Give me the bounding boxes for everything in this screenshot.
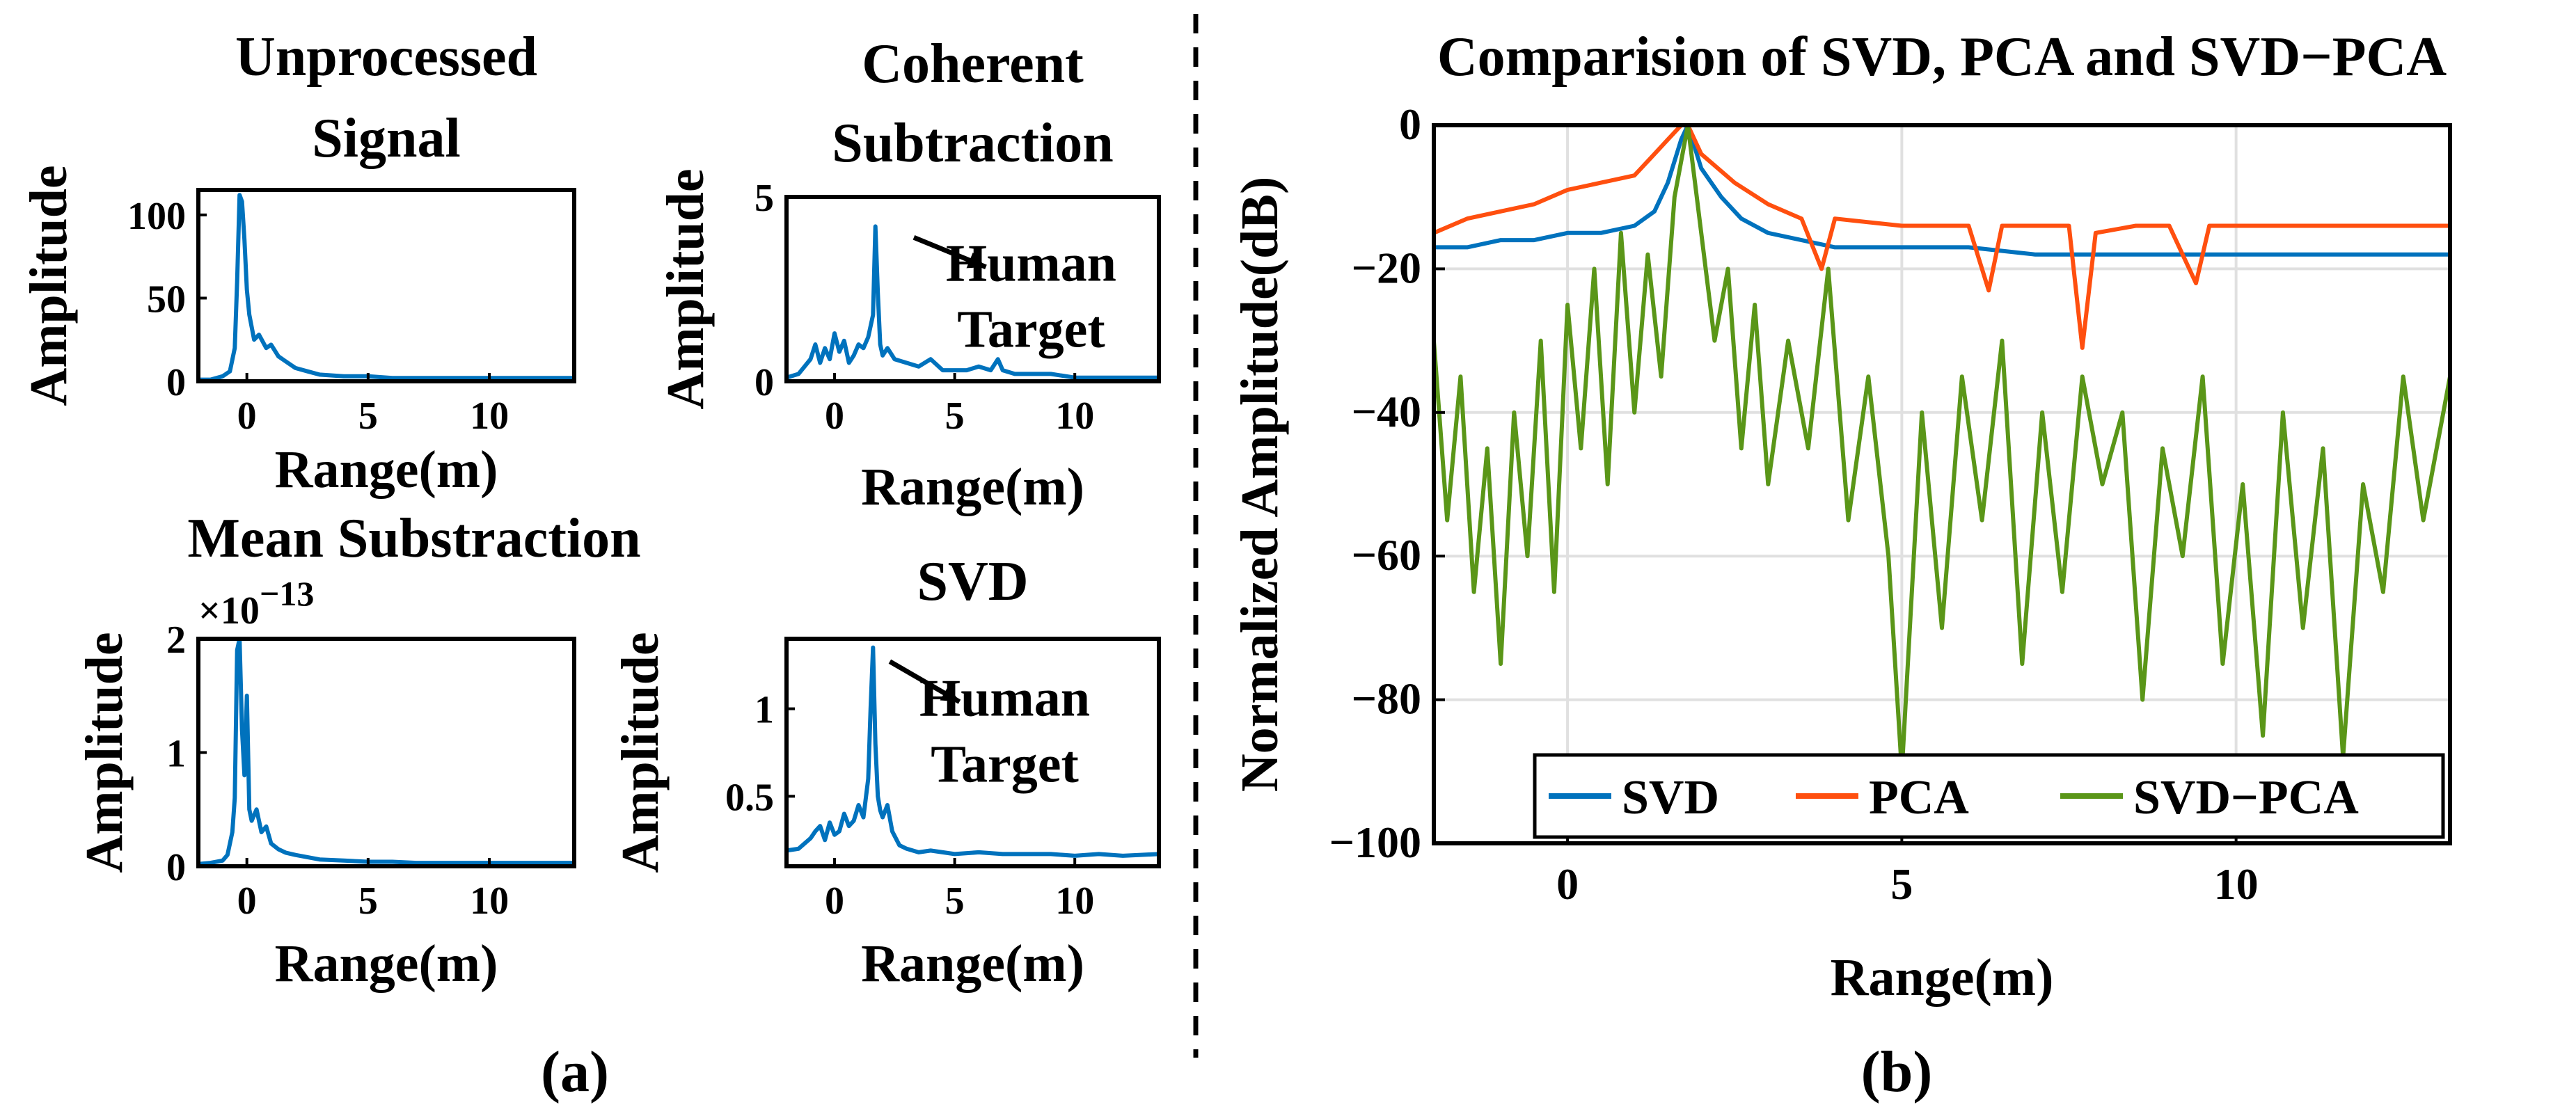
x-tick-label: 5 <box>945 880 965 923</box>
y-tick-label: −60 <box>1352 530 1421 580</box>
annotation-label: Human <box>919 669 1090 728</box>
annotation-arrowhead <box>966 252 986 269</box>
subplot-svd: 0 5 10 0.5 1 SVD Range(m) Amplitude Human Target <box>611 551 1161 993</box>
series-line-pca <box>1432 123 2450 350</box>
y-tick-label: −80 <box>1352 674 1421 724</box>
y-tick-label: 1 <box>166 733 186 776</box>
y-tick-label: 0 <box>1399 100 1421 149</box>
y-axis-label: Amplitude <box>611 632 670 873</box>
x-tick-label: 0 <box>237 395 257 438</box>
y-tick-label: −20 <box>1352 243 1421 292</box>
x-tick-label: 10 <box>2214 859 2259 909</box>
subplot-mean-substraction: 0 5 10 0 1 2 Mean Substraction Range(m) Amplitud… <box>75 508 641 993</box>
legend-label: SVD <box>1622 771 1719 825</box>
y-tick-label: 100 <box>127 195 186 238</box>
y-tick-label: −40 <box>1352 387 1421 436</box>
series-line-0 <box>198 637 574 866</box>
x-tick-label: 0 <box>237 880 257 923</box>
y-tick-label: 0.5 <box>725 776 774 819</box>
legend-label: SVD−PCA <box>2133 771 2359 825</box>
subplot-unprocessed: 0 5 10050100UnprocessedSignalRange(m)Ampli… <box>19 26 576 499</box>
axes-box <box>784 637 1161 868</box>
chart-title: SVD <box>917 551 1028 612</box>
axes-box <box>1432 123 2452 845</box>
x-tick-label: 0 <box>825 880 844 923</box>
y-axis-label: Amplitude <box>75 632 134 873</box>
y-tick-label: 2 <box>166 619 186 662</box>
chart-title: Coherent <box>862 33 1084 95</box>
y-tick-label: 1 <box>754 689 774 732</box>
annotation-label: Target <box>931 735 1079 794</box>
y-axis-label: Amplitude <box>656 168 715 409</box>
x-axis-label: Range(m) <box>861 458 1084 516</box>
y-tick-label: 0 <box>754 361 774 404</box>
legend-label: PCA <box>1869 771 1969 825</box>
y-tick-label: 5 <box>754 177 774 220</box>
chart-title: Signal <box>312 108 460 169</box>
x-tick-label: 0 <box>1556 859 1579 909</box>
panel-b-label: (b) <box>1861 1040 1933 1104</box>
axes-box <box>196 637 576 868</box>
y-tick-label: −100 <box>1329 818 1421 867</box>
x-tick-label: 0 <box>825 395 844 438</box>
y-axis-label: Normalized Amplitude(dB) <box>1231 177 1289 793</box>
x-axis-label: Range(m) <box>275 440 498 499</box>
chart-title: Comparision of SVD, PCA and SVD−PCA <box>1437 26 2447 88</box>
x-axis-label: Range(m) <box>275 934 498 993</box>
x-tick-label: 10 <box>1055 880 1094 923</box>
series-line-svd-pca <box>1432 123 2452 774</box>
x-tick-label: 10 <box>470 880 509 923</box>
series-line-svd <box>1434 123 2450 257</box>
x-tick-label: 5 <box>945 395 965 438</box>
annotation-arrowhead <box>940 685 960 702</box>
x-tick-label: 10 <box>470 395 509 438</box>
series-line-0 <box>786 224 1159 380</box>
subplot-comparison: 0 5 10 0 −20 −40 −60 −80 −100 Comparision of SVD,… <box>1231 26 2452 1007</box>
series-line-0 <box>786 645 1160 858</box>
x-tick-label: 5 <box>1890 859 1913 909</box>
panel-a-label: (a) <box>541 1040 609 1104</box>
y-tick-label: 0 <box>166 361 186 404</box>
x-axis-label: Range(m) <box>861 934 1084 993</box>
subplot-coherent-subtraction: 0 5 10 0 5 Coherent Subtraction Range(m) Amplitu… <box>656 33 1161 516</box>
y-tick-label: 50 <box>147 278 186 321</box>
x-tick-label: 5 <box>358 395 378 438</box>
x-axis-label: Range(m) <box>1831 948 2054 1007</box>
annotation-label: Human <box>946 234 1116 293</box>
y-tick-label: 0 <box>166 846 186 889</box>
x-tick-label: 5 <box>358 880 378 923</box>
chart-title: Mean Substraction <box>187 508 640 569</box>
axes-box <box>784 195 1161 383</box>
chart-title: Unprocessed <box>235 26 537 88</box>
axes-box <box>196 188 576 383</box>
exponent-label: ×10−13 <box>198 574 314 632</box>
annotation-label: Target <box>957 301 1105 359</box>
x-tick-label: 10 <box>1055 395 1094 438</box>
chart-title: Subtraction <box>832 113 1114 174</box>
series-line-0 <box>198 193 574 382</box>
legend-box <box>1533 753 2445 839</box>
y-axis-label: Amplitude <box>19 165 78 406</box>
